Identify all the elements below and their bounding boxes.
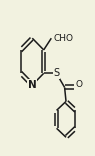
Text: CHO: CHO: [54, 34, 74, 43]
Text: N: N: [28, 80, 37, 90]
Text: S: S: [54, 68, 60, 78]
Text: O: O: [76, 80, 83, 89]
